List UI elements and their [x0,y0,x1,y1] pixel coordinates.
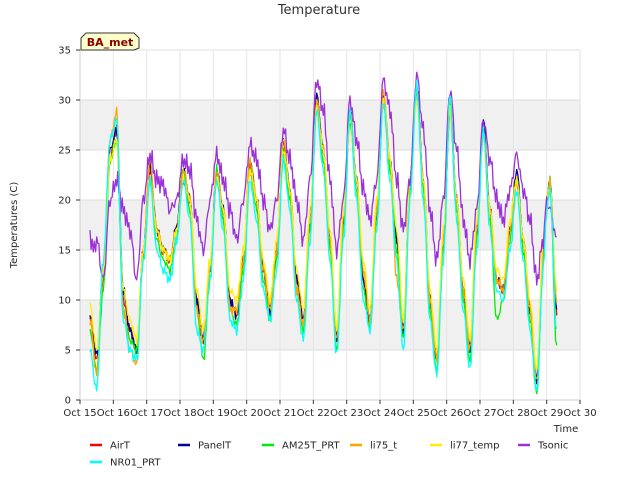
x-tick-label: Oct 17 [130,408,163,419]
x-tick-label: Oct 16 [97,408,130,419]
y-tick-label: 35 [58,46,71,57]
x-axis-label: Time [553,424,578,435]
legend-item-li75-t: li75_t [350,441,397,452]
y-tick-label: 20 [58,196,71,207]
x-tick-label: Oct 23 [330,408,363,419]
x-tick-label: Oct 27 [463,408,496,419]
legend-item-li77-temp: li77_temp [430,441,499,452]
series-line-nr01-prt [89,79,558,392]
y-axis-label: Temperatures (C) [9,182,20,270]
plot-band [80,300,580,350]
legend-item-nr01-prt: NR01_PRT [90,458,161,469]
x-tick-label: Oct 15 [63,408,96,419]
x-tick-label: Oct 22 [297,408,330,419]
legend: AirT PanelT AM25T_PRT li75_t li77_temp Tsonic… [90,441,568,469]
legend-item-panelt: PanelT [178,441,232,452]
legend-label: Tsonic [537,441,568,452]
site-badge: BA_met [80,32,140,51]
x-tick-label: Oct 25 [397,408,430,419]
x-axis-ticks: Oct 15 Oct 16 Oct 17 Oct 18 Oct 19 Oct 20 Oct … [63,400,597,419]
legend-label: NR01_PRT [110,458,161,469]
y-axis-ticks: 0 5 10 15 20 25 30 35 [58,46,80,407]
legend-label: AM25T_PRT [282,441,341,452]
legend-label: li77_temp [450,441,499,452]
chart-title: Temperature [277,3,360,18]
series-line-li77-temp [89,97,558,371]
plot-area [80,50,580,400]
y-tick-label: 0 [65,396,71,407]
legend-label: AirT [110,441,131,452]
y-tick-label: 15 [58,246,71,257]
legend-item-airt: AirT [90,441,131,452]
series-lines [89,71,558,395]
plot-band [80,100,580,150]
x-tick-label: Oct 21 [263,408,296,419]
series-line-tsonic [89,71,557,286]
y-tick-label: 30 [58,96,71,107]
x-tick-label: Oct 28 [497,408,530,419]
badge-box [80,32,140,51]
x-tick-label: Oct 19 [197,408,230,419]
x-tick-label: Oct 24 [363,408,396,419]
legend-label: li75_t [370,441,397,452]
x-tick-label: Oct 30 [563,408,596,419]
x-tick-label: Oct 26 [430,408,463,419]
legend-item-am25t-prt: AM25T_PRT [262,441,341,452]
legend-label: PanelT [198,441,232,452]
y-tick-label: 25 [58,146,71,157]
badge-text: BA_met [87,36,134,49]
y-tick-label: 5 [65,346,71,357]
x-tick-label: Oct 29 [530,408,563,419]
x-tick-label: Oct 20 [230,408,263,419]
legend-item-tsonic: Tsonic [518,441,568,452]
axes [79,49,581,401]
x-tick-label: Oct 18 [163,408,196,419]
y-tick-label: 10 [58,296,71,307]
